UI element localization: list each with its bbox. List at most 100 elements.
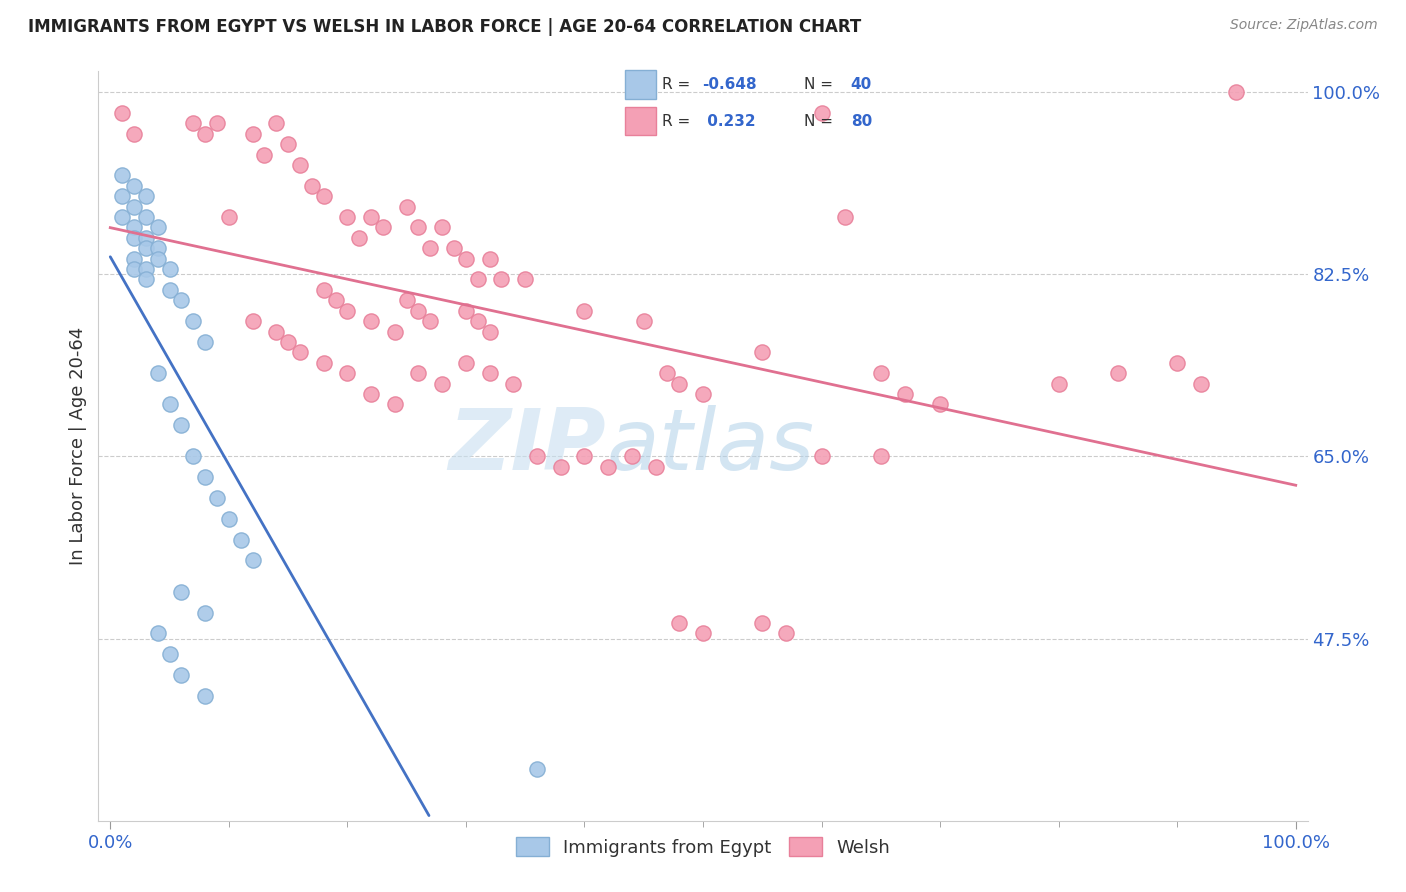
Point	[159, 647, 181, 661]
Point	[526, 450, 548, 464]
Point	[146, 241, 169, 255]
Point	[181, 314, 204, 328]
Point	[111, 189, 134, 203]
Point	[467, 272, 489, 286]
Point	[159, 283, 181, 297]
Point	[810, 450, 832, 464]
Text: R =: R =	[662, 113, 690, 128]
Point	[181, 116, 204, 130]
Point	[242, 127, 264, 141]
Point	[360, 314, 382, 328]
Point	[218, 512, 240, 526]
Point	[1107, 366, 1129, 380]
Point	[111, 210, 134, 224]
Point	[312, 356, 335, 370]
Point	[122, 231, 145, 245]
Point	[122, 178, 145, 193]
Point	[1047, 376, 1070, 391]
Point	[371, 220, 394, 235]
Point	[751, 345, 773, 359]
Point	[419, 314, 441, 328]
Point	[869, 450, 891, 464]
Point	[834, 210, 856, 224]
Text: R =: R =	[662, 78, 690, 93]
Point	[526, 762, 548, 776]
Point	[242, 314, 264, 328]
Point	[751, 615, 773, 630]
Point	[312, 283, 335, 297]
Point	[668, 615, 690, 630]
Point	[146, 220, 169, 235]
Point	[194, 689, 217, 703]
Point	[432, 220, 454, 235]
Point	[692, 387, 714, 401]
Bar	[624, 107, 655, 135]
Point	[384, 397, 406, 411]
Point	[598, 459, 620, 474]
Point	[574, 450, 596, 464]
Point	[277, 137, 299, 152]
Point	[443, 241, 465, 255]
Point	[146, 252, 169, 266]
Point	[170, 668, 193, 682]
Point	[668, 376, 690, 391]
Point	[478, 252, 501, 266]
Point	[242, 553, 264, 567]
Point	[325, 293, 347, 308]
Point	[218, 210, 240, 224]
Point	[229, 533, 252, 547]
Text: Source: ZipAtlas.com: Source: ZipAtlas.com	[1230, 18, 1378, 32]
Point	[395, 200, 418, 214]
Point	[146, 626, 169, 640]
Point	[692, 626, 714, 640]
Point	[135, 231, 157, 245]
Point	[336, 303, 359, 318]
Point	[288, 158, 311, 172]
Point	[194, 470, 217, 484]
Point	[408, 220, 430, 235]
Text: 0.232: 0.232	[702, 113, 756, 128]
Point	[810, 106, 832, 120]
Point	[775, 626, 797, 640]
Point	[408, 366, 430, 380]
Point	[515, 272, 537, 286]
Point	[644, 459, 666, 474]
Point	[122, 200, 145, 214]
Point	[336, 366, 359, 380]
Point	[633, 314, 655, 328]
Point	[502, 376, 524, 391]
Point	[360, 387, 382, 401]
Point	[432, 376, 454, 391]
Point	[301, 178, 323, 193]
Point	[893, 387, 915, 401]
Point	[135, 272, 157, 286]
Point	[253, 147, 276, 161]
Point	[146, 366, 169, 380]
Point	[170, 584, 193, 599]
Point	[122, 127, 145, 141]
Point	[135, 262, 157, 277]
Point	[205, 491, 228, 505]
Point	[574, 303, 596, 318]
Legend: Immigrants from Egypt, Welsh: Immigrants from Egypt, Welsh	[509, 830, 897, 864]
Point	[620, 450, 643, 464]
Point	[194, 334, 217, 349]
Point	[657, 366, 679, 380]
Point	[419, 241, 441, 255]
Point	[135, 189, 157, 203]
Point	[288, 345, 311, 359]
Text: -0.648: -0.648	[702, 78, 756, 93]
Point	[869, 366, 891, 380]
Point	[170, 293, 193, 308]
Point	[264, 325, 287, 339]
Point	[1166, 356, 1188, 370]
Point	[111, 169, 134, 183]
Point	[122, 220, 145, 235]
Point	[122, 262, 145, 277]
Point	[491, 272, 513, 286]
Bar	[624, 70, 655, 99]
Point	[170, 418, 193, 433]
Y-axis label: In Labor Force | Age 20-64: In Labor Force | Age 20-64	[69, 326, 87, 566]
Point	[135, 210, 157, 224]
Point	[264, 116, 287, 130]
